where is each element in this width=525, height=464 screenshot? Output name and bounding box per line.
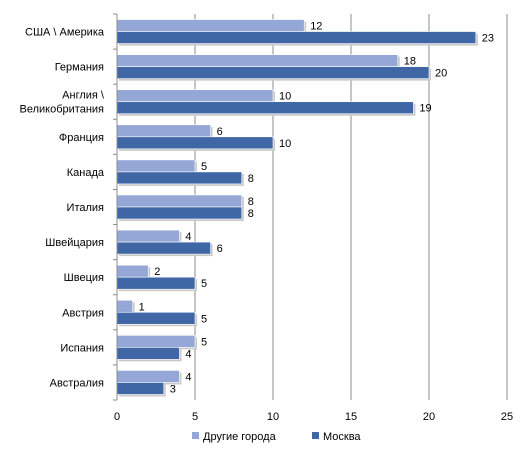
category-label: Австрия (62, 307, 104, 319)
bar (116, 89, 274, 103)
data-label: 2 (154, 266, 160, 278)
category-label: Германия (55, 62, 104, 74)
category-label: Англия \ (62, 90, 105, 102)
x-tick-label: 25 (501, 411, 513, 423)
bar (116, 54, 399, 67)
bar (116, 206, 243, 220)
data-label: 3 (170, 383, 176, 395)
data-label: 5 (201, 313, 207, 325)
bar (116, 299, 133, 313)
data-label: 12 (310, 21, 322, 33)
category-label: США \ Америка (25, 27, 105, 39)
bar (116, 347, 180, 360)
data-label: 10 (279, 91, 291, 103)
axes (113, 13, 118, 401)
category-label: Швеция (64, 272, 104, 284)
bar (116, 194, 243, 208)
bar (116, 264, 149, 278)
data-label: 8 (248, 173, 254, 185)
data-label: 19 (419, 103, 431, 115)
category-label: Великобритания (20, 104, 105, 116)
bar (116, 19, 305, 32)
bar (116, 229, 180, 243)
x-tick-label: 20 (423, 411, 435, 423)
legend-swatch (192, 432, 199, 439)
data-label: 8 (248, 208, 254, 220)
legend: Другие города Москва (192, 431, 361, 443)
bar (116, 136, 274, 150)
data-label: 18 (404, 56, 416, 68)
category-label: Канада (67, 167, 105, 179)
data-label: 10 (279, 138, 291, 150)
legend-label: Другие города (203, 431, 277, 443)
category-label: Швейцария (45, 237, 104, 249)
bar (116, 31, 477, 44)
data-label: 20 (435, 68, 447, 80)
category-label: Испания (60, 342, 104, 354)
data-label: 6 (217, 126, 223, 138)
data-label: 23 (482, 33, 494, 45)
bar (116, 101, 414, 115)
data-label: 5 (201, 161, 207, 173)
bar (116, 311, 196, 325)
data-label: 1 (139, 301, 145, 313)
bar (116, 66, 430, 79)
data-label: 4 (185, 371, 191, 383)
bar (116, 382, 165, 395)
legend-label: Москва (323, 431, 361, 443)
x-tick-label: 0 (114, 411, 120, 423)
data-label: 4 (185, 231, 191, 243)
category-label: Австралия (50, 377, 104, 389)
bar (116, 159, 196, 173)
bar (116, 171, 243, 185)
bar (116, 124, 211, 138)
bar (116, 335, 196, 348)
x-tick-label: 5 (192, 411, 198, 423)
bar (116, 370, 180, 383)
category-label: Италия (67, 202, 105, 214)
legend-swatch (312, 432, 319, 439)
data-label: 5 (201, 278, 207, 290)
data-label: 6 (217, 243, 223, 255)
category-label: Франция (59, 132, 104, 144)
data-label: 4 (185, 348, 191, 360)
data-label: 8 (248, 196, 254, 208)
data-label: 5 (201, 336, 207, 348)
x-tick-label: 15 (345, 411, 357, 423)
bar (116, 276, 196, 290)
x-tick-label: 10 (267, 411, 279, 423)
bar (116, 241, 211, 255)
bars (116, 19, 478, 397)
